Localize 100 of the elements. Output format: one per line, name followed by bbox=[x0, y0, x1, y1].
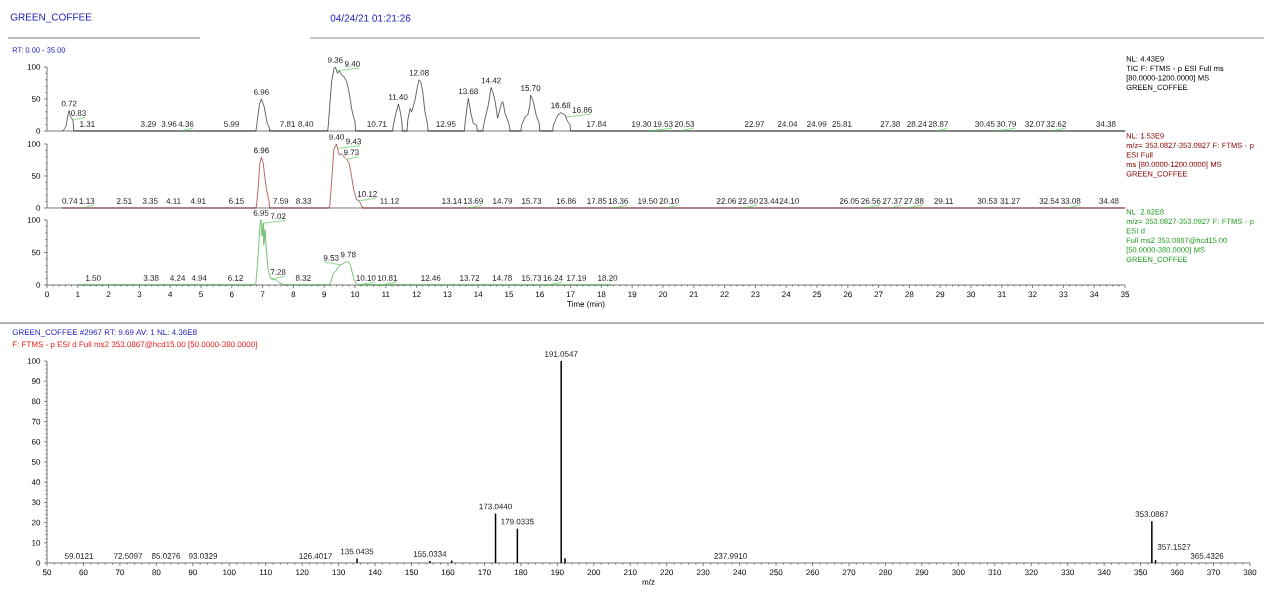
x-tick-label: 280 bbox=[879, 569, 892, 576]
annotation: 7.02 bbox=[270, 213, 286, 220]
annotation: 0.72 bbox=[61, 100, 77, 107]
annotation: 4.94 bbox=[191, 275, 207, 281]
annotation: 179.0335 bbox=[501, 518, 534, 525]
annotation: 3.38 bbox=[143, 275, 159, 281]
x-tick-label: 15 bbox=[505, 291, 514, 298]
x-tick-label: 60 bbox=[79, 569, 88, 576]
annotation: 15.70 bbox=[521, 85, 541, 91]
chart-subtitle: F: FTMS - p ESI d Full ms2 353.0867@hcd15.00 [50.0000-380.0000] bbox=[12, 341, 257, 349]
x-tick-label: 80 bbox=[152, 569, 161, 576]
x-tick-label: 16 bbox=[535, 291, 544, 298]
annotation: 85.0276 bbox=[151, 553, 181, 559]
x-tick-label: 8 bbox=[291, 291, 296, 298]
annotation: 18.36 bbox=[608, 198, 628, 204]
annotation: 28.87 bbox=[928, 121, 948, 127]
annotation: 0.74 bbox=[62, 198, 78, 204]
annotation: 25.81 bbox=[832, 121, 852, 127]
annotation: 59.0121 bbox=[64, 553, 94, 559]
annotation: 7.59 bbox=[273, 198, 289, 204]
x-tick-label: 350 bbox=[1134, 569, 1147, 576]
x-tick-label: 180 bbox=[514, 569, 528, 576]
x-tick-label: 25 bbox=[812, 291, 822, 298]
x-tick-label: 290 bbox=[915, 569, 929, 576]
annotation: 32.07 bbox=[1025, 121, 1045, 127]
y-tick-label: 30 bbox=[31, 499, 41, 506]
annotation: 33.08 bbox=[1061, 198, 1081, 204]
annotation: 6.12 bbox=[228, 275, 243, 281]
x-tick-label: 22 bbox=[720, 291, 729, 298]
annotation: 27.37 bbox=[882, 198, 902, 204]
x-tick-label: 0 bbox=[45, 291, 49, 298]
y-tick-label: 100 bbox=[27, 64, 41, 70]
annotation: 126.4017 bbox=[299, 553, 332, 559]
x-tick-label: 31 bbox=[997, 291, 1006, 298]
annotation: 23.44 bbox=[759, 198, 779, 204]
x-tick-label: 340 bbox=[1097, 569, 1111, 576]
annotation: 22.06 bbox=[716, 198, 737, 204]
x-tick-label: 33 bbox=[1059, 291, 1068, 298]
y-tick-label: 50 bbox=[31, 249, 41, 256]
annotation: 30.53 bbox=[977, 198, 997, 204]
annotation: 9.40 bbox=[344, 60, 360, 67]
annotation: 7.81 bbox=[280, 121, 295, 127]
annotation: 2.51 bbox=[116, 198, 132, 204]
x-tick-label: 29 bbox=[936, 291, 945, 298]
annotation: 19.53 bbox=[653, 121, 673, 127]
x-tick-label: 23 bbox=[751, 291, 760, 298]
x-tick-label: 140 bbox=[369, 569, 382, 576]
annotation: 13.14 bbox=[442, 198, 462, 204]
x-tick-label: 100 bbox=[223, 569, 236, 576]
chart-title: GREEN_COFFEE bbox=[10, 13, 92, 23]
x-tick-label: 300 bbox=[951, 569, 965, 576]
x-tick-label: 20 bbox=[658, 291, 668, 298]
annotation: 4.36 bbox=[178, 121, 194, 127]
annotation: 9.73 bbox=[343, 149, 359, 156]
x-tick-label: 130 bbox=[332, 569, 345, 576]
annotation: 93.0329 bbox=[188, 553, 218, 559]
annotation: 135.0435 bbox=[340, 548, 374, 555]
x-tick-label: 18 bbox=[597, 291, 606, 298]
x-tick-label: 27 bbox=[874, 291, 883, 298]
line-series bbox=[62, 66, 1126, 132]
y-tick-label: 90 bbox=[31, 378, 41, 385]
annotation: 14.79 bbox=[493, 198, 513, 204]
annotation: 20.53 bbox=[674, 121, 695, 127]
x-tick-label: 370 bbox=[1207, 569, 1220, 576]
annotation: 173.0440 bbox=[479, 503, 512, 510]
y-tick-label: 100 bbox=[27, 141, 41, 147]
annotation: 16.24 bbox=[543, 275, 563, 281]
y-tick-label: 100 bbox=[27, 358, 41, 364]
annotation: 20.10 bbox=[659, 198, 679, 204]
annotation: 1.13 bbox=[79, 198, 95, 204]
annotation: 12.95 bbox=[436, 121, 456, 127]
x-tick-label: 3 bbox=[137, 291, 142, 298]
x-tick-label: 230 bbox=[696, 569, 710, 576]
x-tick-label: 210 bbox=[623, 569, 637, 576]
x-tick-label: 250 bbox=[769, 569, 783, 576]
x-tick-label: 35 bbox=[1120, 291, 1130, 298]
x-tick-label: 380 bbox=[1243, 569, 1257, 576]
annotation: 13.69 bbox=[463, 198, 483, 204]
x-tick-label: 310 bbox=[988, 569, 1002, 576]
x-tick-label: 6 bbox=[229, 291, 234, 298]
annotation: 24.10 bbox=[779, 198, 799, 204]
x-tick-label: 270 bbox=[842, 569, 856, 576]
x-tick-label: 30 bbox=[966, 291, 976, 298]
annotation: 191.0547 bbox=[545, 351, 578, 357]
annotation: 0.83 bbox=[70, 110, 86, 116]
annotation: 12.46 bbox=[421, 275, 441, 281]
annotation: 155.0334 bbox=[413, 551, 447, 557]
annotation: 357.1527 bbox=[1157, 544, 1191, 550]
annotation: 24.99 bbox=[807, 121, 827, 127]
annotation: 16.68 bbox=[551, 102, 571, 109]
annotation: 19.50 bbox=[638, 198, 658, 204]
y-tick-label: 70 bbox=[31, 418, 41, 425]
annotation: 6.95 bbox=[253, 210, 269, 216]
annotation: 15.73 bbox=[522, 275, 542, 281]
x-axis-title: m/z bbox=[642, 579, 655, 585]
annotation: 4.91 bbox=[190, 198, 206, 204]
x-tick-label: 14 bbox=[474, 291, 483, 298]
chart-subtitle: 04/24/21 01:21:26 bbox=[330, 14, 411, 22]
x-tick-label: 200 bbox=[587, 569, 601, 576]
annotation: 34.48 bbox=[1099, 198, 1119, 204]
